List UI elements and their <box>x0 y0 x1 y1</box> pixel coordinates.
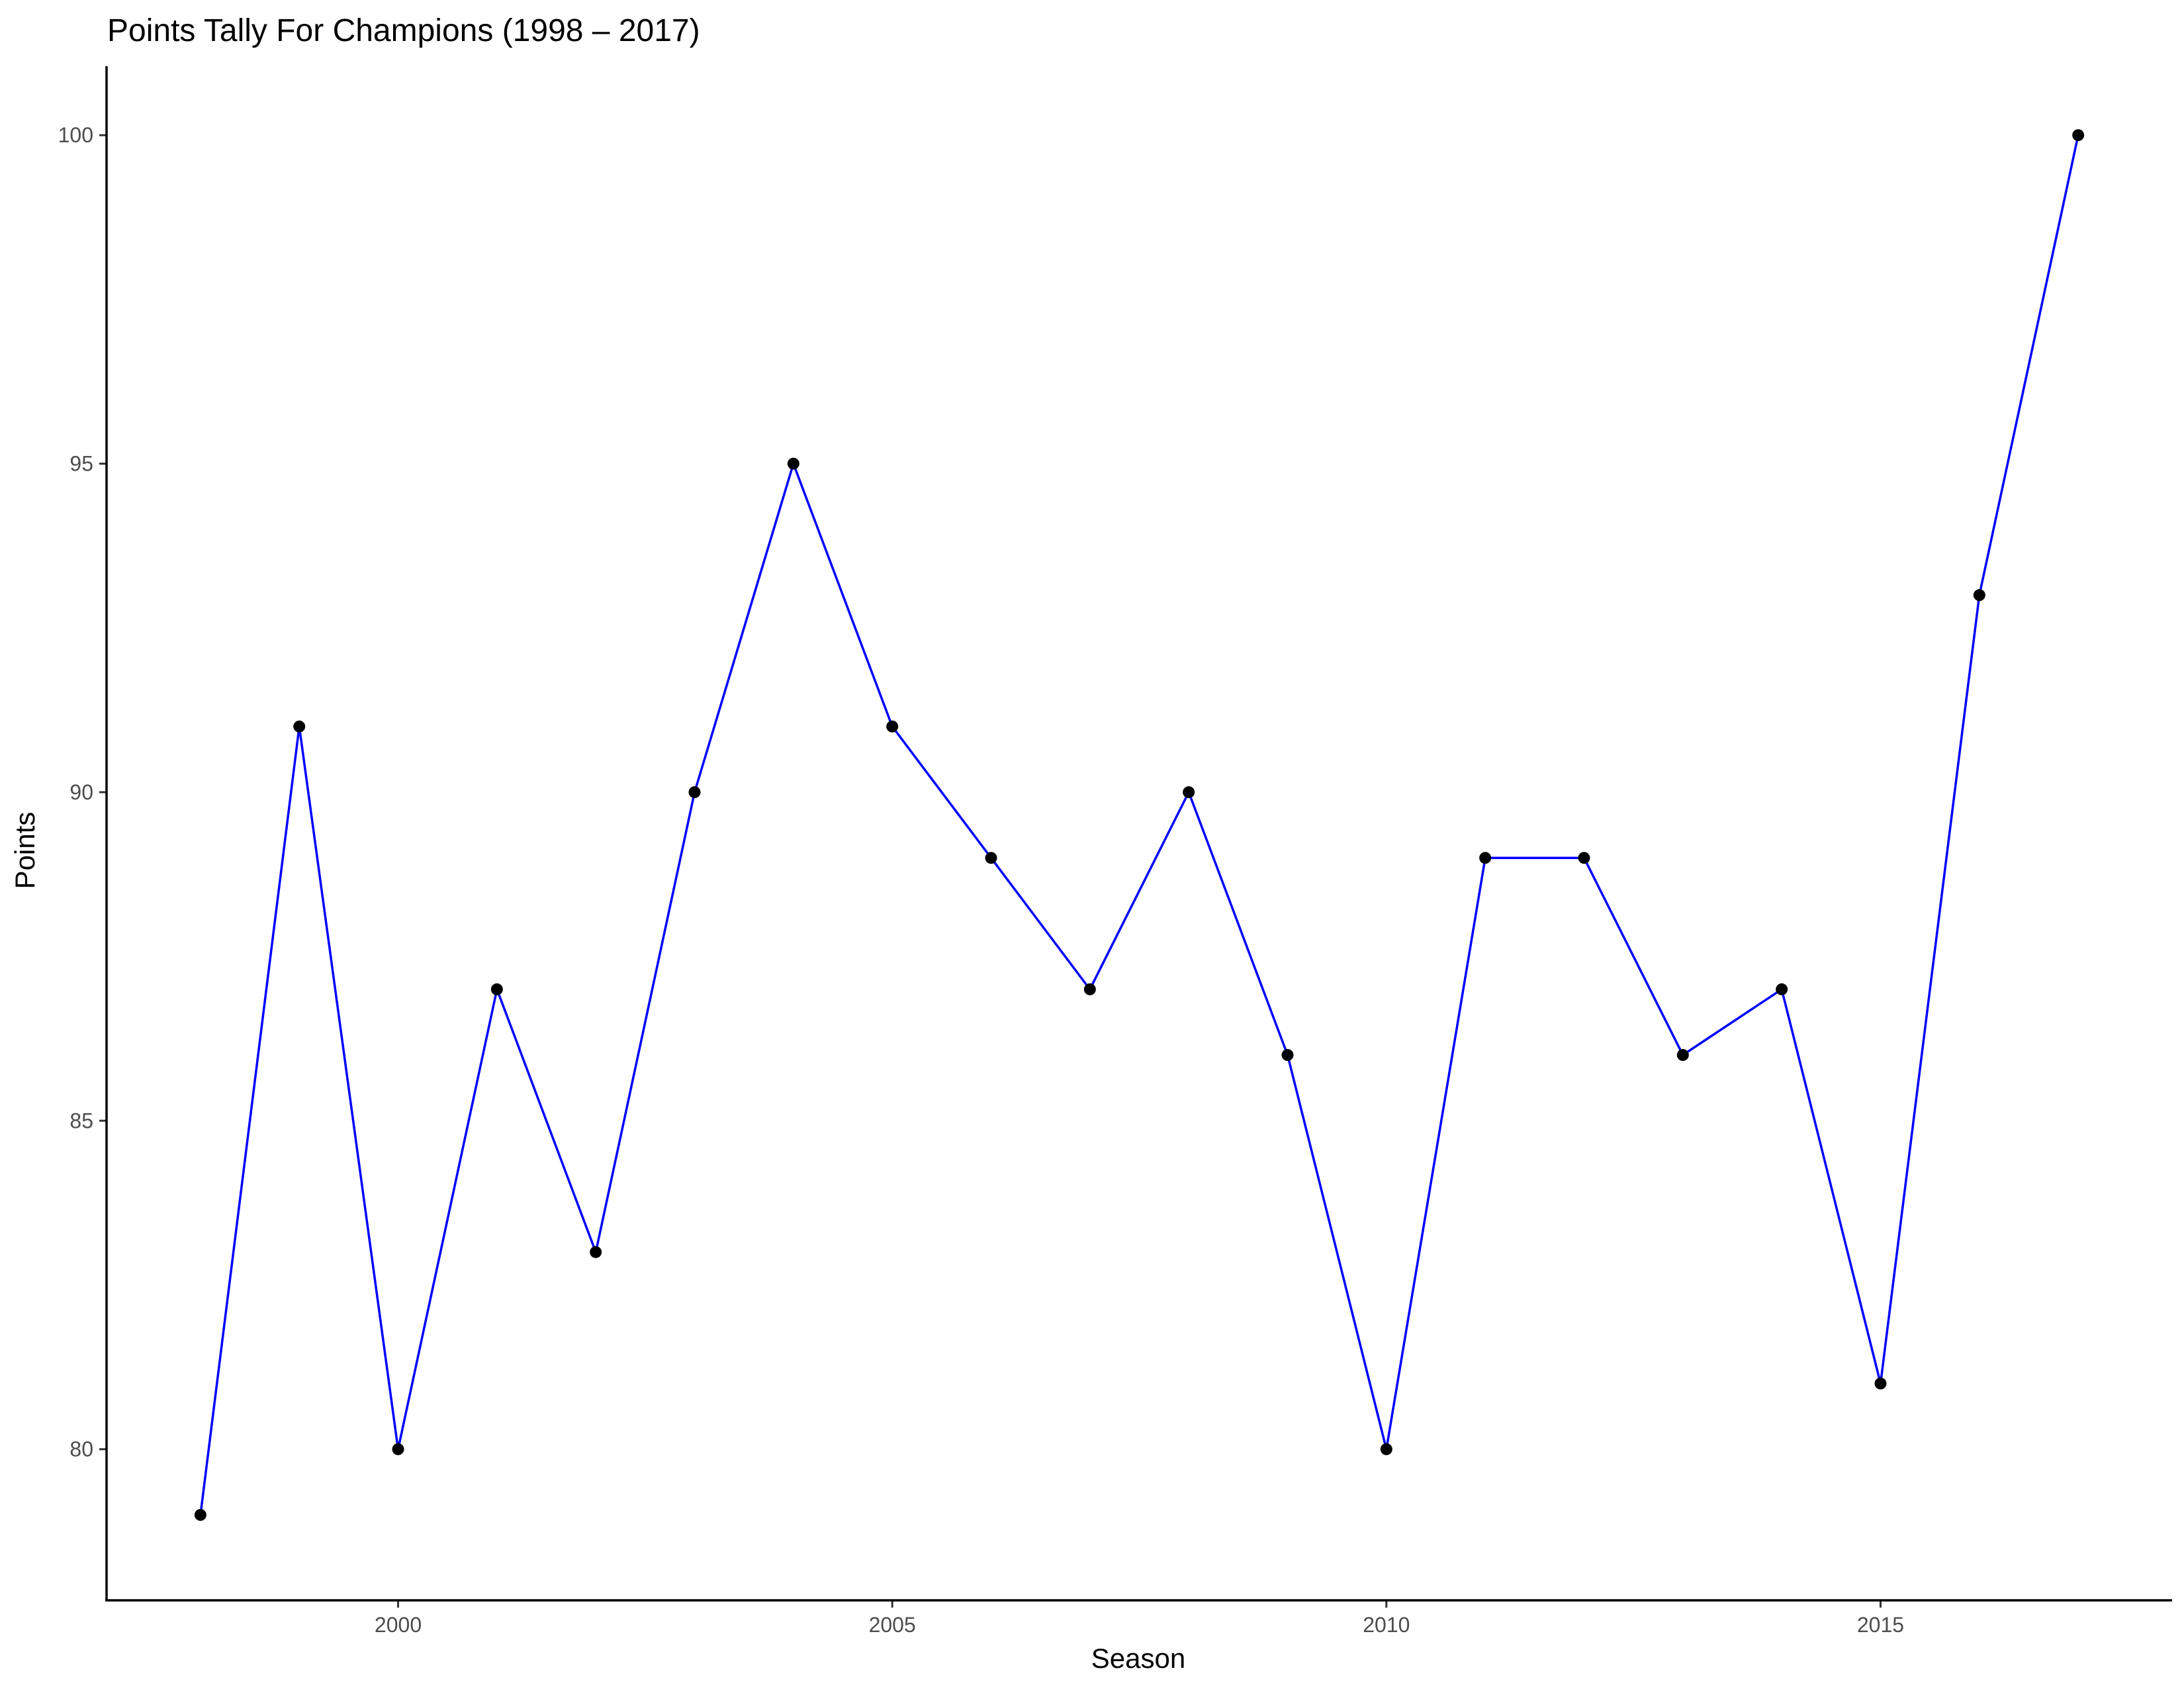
data-point <box>688 786 701 798</box>
data-point <box>1676 1049 1689 1062</box>
data-point <box>1578 852 1590 864</box>
y-tick-label: 100 <box>58 123 93 147</box>
data-point <box>194 1508 206 1521</box>
data-point <box>1083 983 1096 995</box>
data-point <box>1874 1377 1887 1390</box>
y-axis-title: Points <box>9 812 40 890</box>
data-point <box>886 720 899 733</box>
data-point <box>787 457 799 470</box>
data-point <box>590 1246 602 1258</box>
y-axis-ticks: 80 85 90 95 100 <box>58 123 107 1461</box>
data-point <box>1380 1443 1392 1455</box>
data-point <box>1479 852 1492 864</box>
data-point <box>1183 786 1195 798</box>
chart-title: Points Tally For Champions (1998 – 2017) <box>107 13 700 48</box>
data-point <box>1776 983 1788 995</box>
x-tick-label: 2015 <box>1857 1613 1904 1637</box>
series-line <box>199 134 2079 1516</box>
x-axis-ticks: 2000 2005 2010 2015 <box>375 1600 1904 1637</box>
data-point <box>1281 1049 1294 1062</box>
x-tick-label: 2000 <box>375 1613 422 1637</box>
data-point <box>392 1443 404 1455</box>
data-point <box>985 852 997 864</box>
y-tick-label: 90 <box>69 780 93 804</box>
x-axis-title: Season <box>1091 1643 1185 1674</box>
data-point <box>2072 129 2085 142</box>
data-point <box>293 720 306 733</box>
x-tick-label: 2005 <box>869 1613 916 1637</box>
x-tick-label: 2010 <box>1363 1613 1410 1637</box>
series-layer <box>194 129 2085 1521</box>
y-tick-label: 85 <box>69 1109 93 1132</box>
data-point <box>1973 589 1985 602</box>
data-point <box>490 983 503 995</box>
y-tick-label: 95 <box>69 452 93 476</box>
y-tick-label: 80 <box>69 1438 93 1461</box>
